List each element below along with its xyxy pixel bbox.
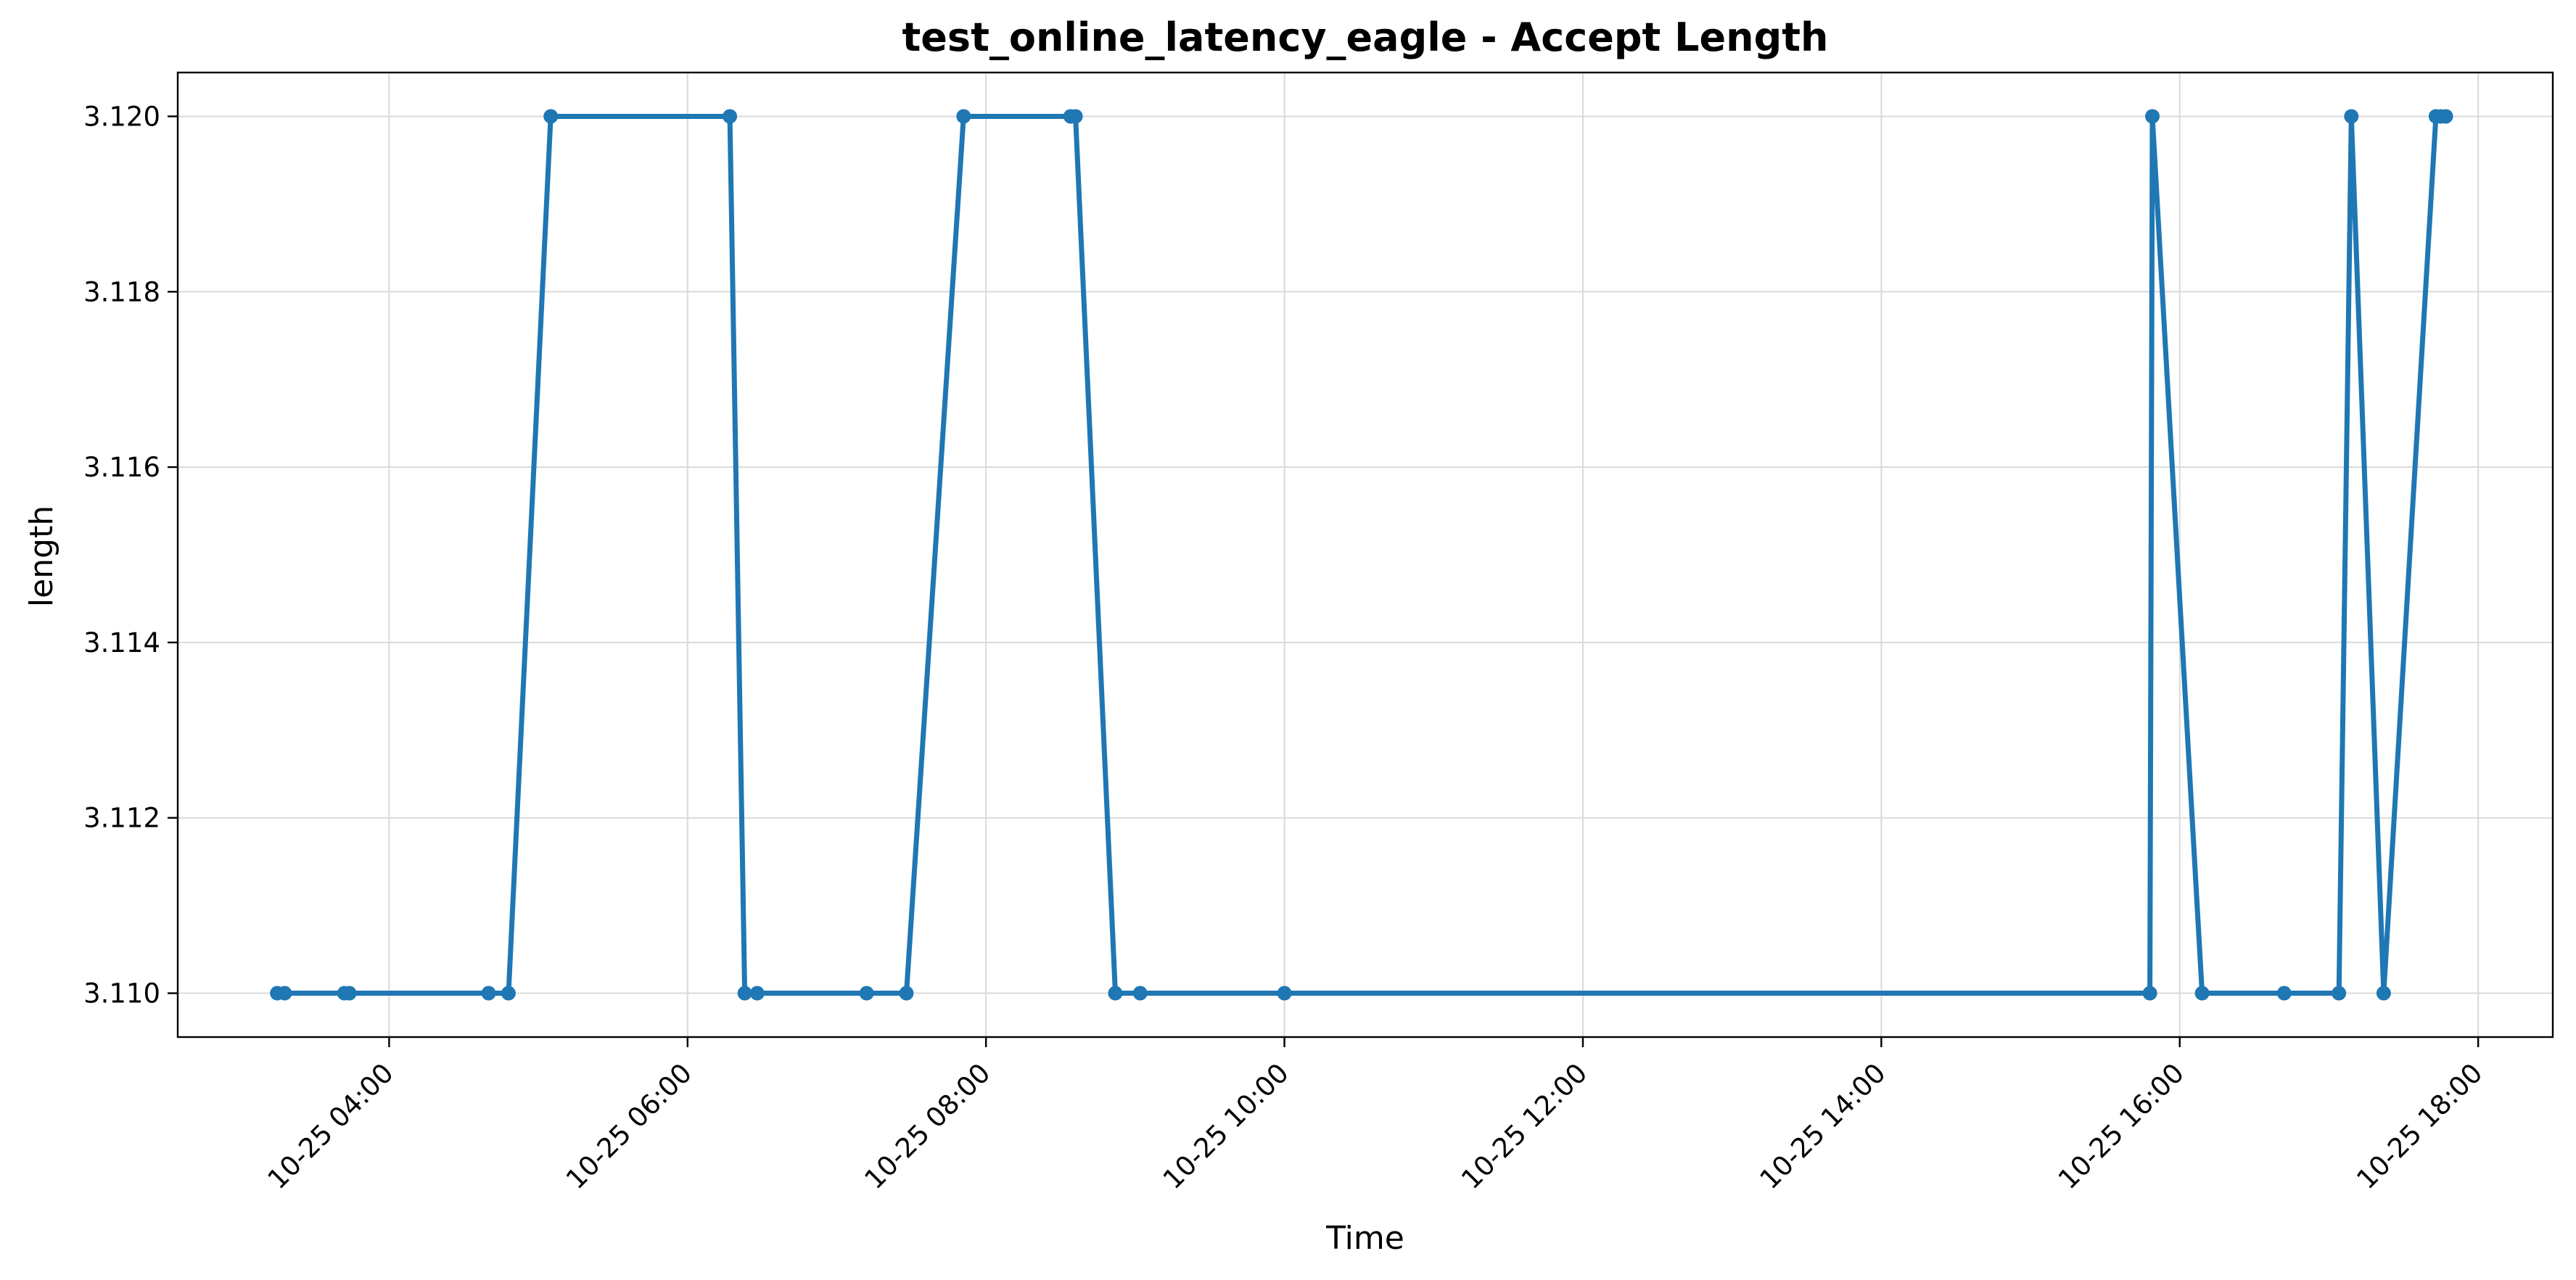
x-axis-label: Time	[1325, 1220, 1404, 1257]
data-point	[501, 986, 516, 1001]
data-point	[2376, 986, 2391, 1001]
data-point	[1108, 986, 1123, 1001]
y-tick-label: 3.112	[83, 803, 160, 834]
data-point	[1132, 986, 1148, 1001]
data-point	[2194, 986, 2210, 1001]
y-axis-label: length	[23, 505, 60, 607]
data-point	[859, 986, 874, 1001]
data-point	[2145, 109, 2160, 124]
series-layer	[270, 109, 2453, 1001]
y-tick-label: 3.114	[83, 627, 160, 658]
data-point	[1277, 986, 1292, 1001]
data-point	[481, 986, 496, 1001]
axes-frame	[176, 71, 2554, 1039]
y-tick-label: 3.118	[83, 276, 160, 307]
data-point	[342, 986, 357, 1001]
data-point	[2438, 109, 2453, 124]
data-point	[277, 986, 292, 1001]
data-point	[2332, 986, 2347, 1001]
data-point	[899, 986, 914, 1001]
data-point	[1068, 109, 1083, 124]
grid	[178, 73, 2553, 1037]
y-tick-label: 3.120	[83, 101, 160, 132]
data-point	[2344, 109, 2359, 124]
data-point	[2276, 986, 2292, 1001]
data-point	[956, 109, 971, 124]
data-point	[543, 109, 559, 124]
data-point	[2142, 986, 2157, 1001]
data-point	[737, 986, 752, 1001]
data-point	[749, 986, 765, 1001]
data-point	[723, 109, 738, 124]
chart-title: test_online_latency_eagle - Accept Lengt…	[902, 15, 1828, 60]
y-tick-label: 3.110	[83, 978, 160, 1009]
y-tick-label: 3.116	[83, 452, 160, 483]
